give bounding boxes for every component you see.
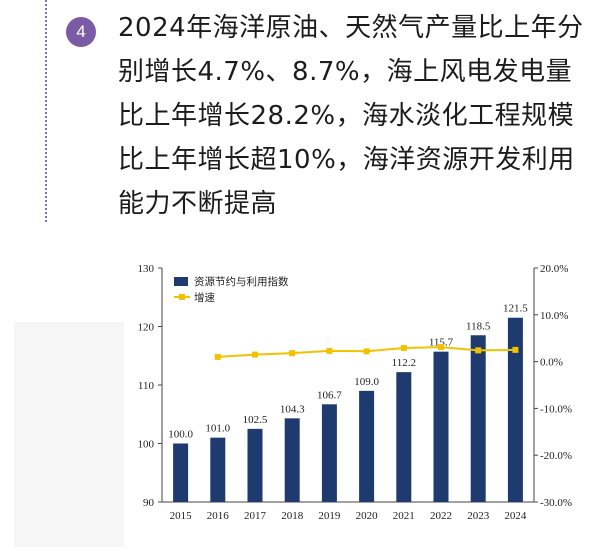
- right-axis-tick-label: 0.0%: [540, 357, 563, 369]
- left-axis-tick-label: 100: [138, 439, 155, 451]
- right-axis-tick-label: 20.0%: [540, 263, 568, 275]
- section-headline: 2024年海洋原油、天然气产量比上年分别增长4.7%、8.7%，海上风电发电量比…: [118, 13, 584, 219]
- bar: [507, 317, 523, 502]
- growth-point: [289, 350, 296, 357]
- x-axis-tick-label: 2017: [244, 510, 267, 522]
- chart-legend: 资源节约与利用指数 增速: [174, 275, 289, 304]
- bar: [210, 437, 226, 502]
- x-axis-tick-label: 2016: [207, 510, 230, 522]
- right-axis-tick-label: -10.0%: [540, 403, 572, 415]
- legend-bar-swatch: [174, 277, 188, 286]
- bar-data-label: 118.5: [466, 320, 491, 332]
- bar-data-label: 121.5: [503, 303, 528, 315]
- bar-data-label: 102.5: [243, 414, 268, 426]
- bar: [396, 372, 412, 502]
- growth-point: [214, 353, 221, 360]
- bar-data-label: 115.7: [429, 337, 454, 349]
- growth-line-series: [214, 344, 519, 360]
- bar-data-labels: 100.0 101.0 102.5 104.3 106.7 109.0 112.2 115.7…: [168, 303, 528, 441]
- x-axis-tick-label: 2022: [430, 510, 452, 522]
- x-axis-tick-label: 2018: [281, 510, 304, 522]
- growth-point: [252, 351, 258, 358]
- bar: [284, 418, 300, 502]
- growth-point: [363, 348, 370, 355]
- legend-line-marker: [179, 294, 185, 300]
- left-axis-tick-label: 90: [143, 497, 155, 509]
- bar: [173, 443, 189, 502]
- bar: [433, 351, 449, 502]
- left-axis-tick-label: 110: [138, 380, 155, 392]
- right-axis-tick-label: -20.0%: [540, 450, 572, 462]
- bar: [321, 404, 337, 502]
- x-axis-tick-label: 2023: [467, 510, 490, 522]
- bar: [359, 390, 375, 502]
- bar-data-label: 106.7: [317, 389, 342, 401]
- chart-panel: 100.0 101.0 102.5 104.3 106.7 109.0 112.2 115.7…: [124, 252, 602, 547]
- growth-point: [326, 347, 333, 354]
- bar-series: [173, 317, 523, 502]
- x-axis-tick-label: 2019: [318, 510, 341, 522]
- growth-point: [400, 345, 407, 352]
- right-axis-tick-label: -30.0%: [540, 497, 572, 509]
- left-axis-tick-label: 120: [138, 322, 155, 334]
- bar-data-label: 109.0: [354, 376, 379, 388]
- right-axis-tick-labels: -30.0% -20.0% -10.0% 0.0% 10.0% 20.0%: [534, 263, 572, 509]
- bar-data-label: 101.0: [205, 423, 230, 435]
- bar-data-label: 104.3: [280, 403, 305, 415]
- section-number: 4: [76, 22, 86, 41]
- right-axis-tick-label: 10.0%: [540, 310, 568, 322]
- left-axis-tick-label: 130: [138, 263, 155, 275]
- bar-data-label: 112.2: [392, 357, 416, 369]
- x-axis-tick-label: 2015: [170, 510, 193, 522]
- legend-line-label: 增速: [194, 291, 215, 304]
- x-axis-tick-labels: 2015 2016 2017 2018 2019 2020 2021 2022 2023 2024: [170, 510, 527, 522]
- x-axis-tick-label: 2024: [504, 510, 527, 522]
- resource-index-chart: 100.0 101.0 102.5 104.3 106.7 109.0 112.2 115.7…: [138, 263, 573, 522]
- growth-point: [438, 344, 444, 351]
- growth-point: [512, 346, 519, 353]
- left-axis-tick-labels: 90 100 110 120 130: [138, 263, 162, 509]
- timeline-dotted-line: [45, 0, 47, 222]
- bar-data-label: 100.0: [168, 429, 193, 441]
- legend-bar-label: 资源节约与利用指数: [194, 275, 289, 288]
- section-number-badge: 4: [66, 17, 96, 47]
- x-axis-tick-label: 2021: [393, 510, 415, 522]
- bar: [247, 428, 263, 502]
- bar: [470, 335, 486, 502]
- growth-point: [475, 347, 482, 354]
- x-axis-tick-label: 2020: [356, 510, 379, 522]
